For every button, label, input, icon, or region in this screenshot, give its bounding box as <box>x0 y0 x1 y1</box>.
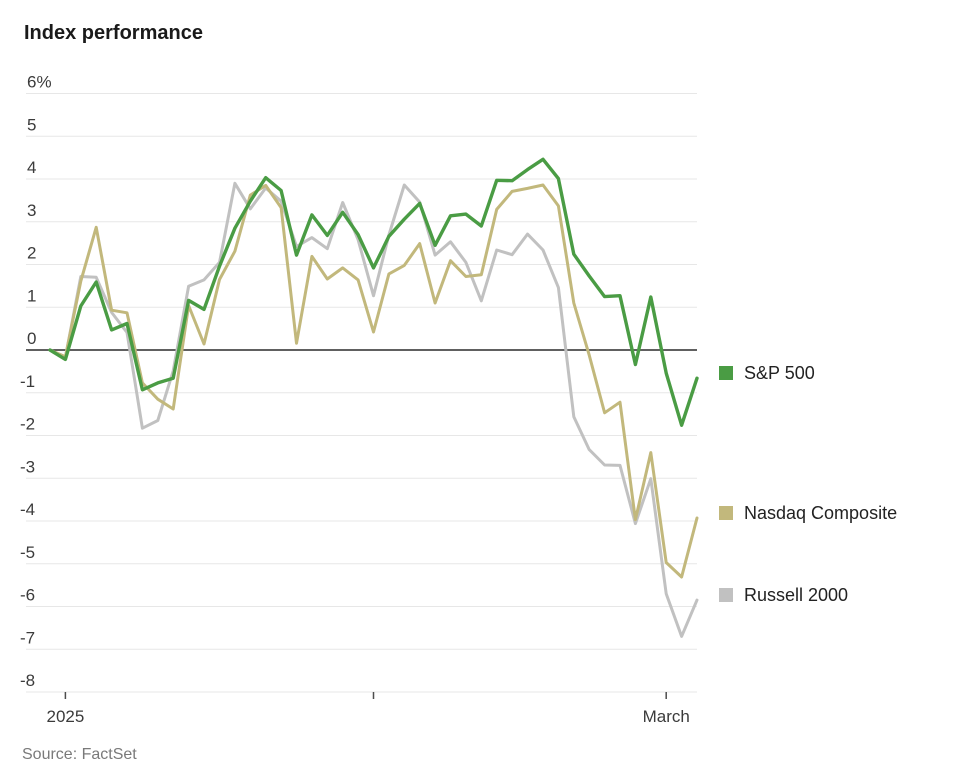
nasdaq-swatch-icon <box>719 506 733 520</box>
legend-label-russell: Russell 2000 <box>744 584 849 605</box>
y-tick-label: -3 <box>20 457 35 476</box>
y-tick-label: -4 <box>20 500 35 519</box>
y-tick-label: -1 <box>20 372 35 391</box>
y-tick-label: 1 <box>27 286 36 305</box>
y-tick-label: -8 <box>20 671 35 690</box>
source-note: Source: FactSet <box>22 746 137 763</box>
y-tick-label: -6 <box>20 586 35 605</box>
series-line-nasdaq-composite <box>48 183 699 579</box>
sp500-swatch-icon <box>719 366 733 380</box>
legend-item-sp500: S&P 500 <box>719 363 815 383</box>
y-tick-label: 5 <box>27 115 36 134</box>
x-tick-label: 2025 <box>46 707 84 726</box>
y-tick-label: 2 <box>27 244 36 263</box>
y-tick-label: -5 <box>20 543 35 562</box>
series-line-russell-2000 <box>48 181 699 638</box>
y-tick-label: 0 <box>27 329 36 348</box>
y-tick-label: 4 <box>27 158 36 177</box>
y-tick-label: -7 <box>20 628 35 647</box>
legend-label-nasdaq: Nasdaq Composite <box>744 502 898 523</box>
y-tick-label: -2 <box>20 415 35 434</box>
x-tick-label: March <box>643 707 690 726</box>
legend-item-nasdaq: Nasdaq Composite <box>719 503 897 523</box>
russell-swatch-icon <box>719 588 733 602</box>
y-tick-label: 6% <box>27 73 52 92</box>
legend-label-sp500: S&P 500 <box>744 362 815 383</box>
legend-item-russell: Russell 2000 <box>719 585 848 605</box>
chart-title: Index performance <box>24 22 203 44</box>
series-line-s-p-500 <box>48 157 699 427</box>
y-tick-label: 3 <box>27 201 36 220</box>
